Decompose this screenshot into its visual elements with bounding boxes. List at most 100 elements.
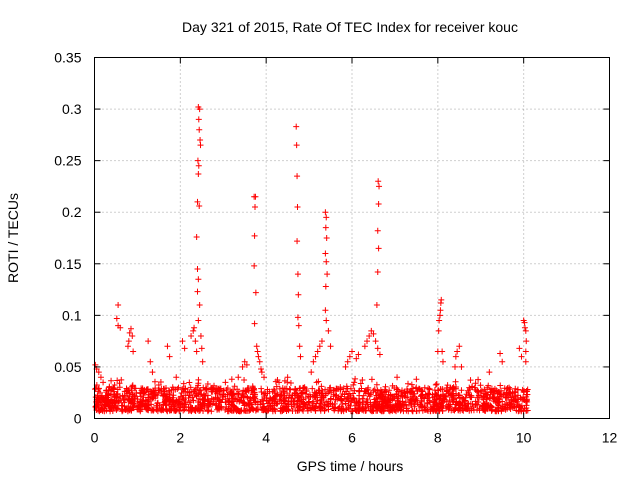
background-point (495, 402, 502, 409)
data-point (373, 302, 380, 309)
background-point (506, 404, 513, 411)
data-point (196, 106, 203, 113)
background-point (319, 390, 326, 397)
background-point (198, 405, 205, 412)
x-tick-label: 8 (434, 430, 442, 446)
y-tick-label: 0.15 (54, 256, 81, 272)
background-point (160, 405, 167, 412)
background-point (394, 400, 401, 407)
background-point (367, 403, 374, 410)
background-point (493, 408, 500, 415)
background-point (475, 376, 482, 383)
background-point (185, 407, 192, 414)
background-point (168, 387, 175, 394)
background-point (154, 399, 161, 406)
background-point (208, 388, 215, 395)
background-point (189, 394, 196, 401)
background-point (482, 407, 489, 414)
chart-title: Day 321 of 2015, Rate Of TEC Index for r… (182, 19, 518, 35)
data-point (97, 374, 104, 381)
background-point (196, 387, 203, 394)
background-point (259, 405, 266, 412)
background-point (389, 396, 396, 403)
data-point (318, 338, 325, 345)
background-point (322, 402, 329, 409)
data-point (195, 116, 202, 123)
data-point (439, 358, 446, 365)
background-point (125, 403, 132, 410)
background-point (113, 397, 120, 404)
background-point (118, 376, 125, 383)
background-point (313, 389, 320, 396)
background-point (204, 402, 211, 409)
grid-layer (94, 57, 610, 419)
background-point (373, 381, 380, 388)
data-point (375, 200, 382, 207)
background-point (111, 382, 118, 389)
x-tick-label: 2 (176, 430, 184, 446)
data-point (361, 343, 368, 350)
data-point (436, 317, 443, 324)
data-point (521, 319, 528, 326)
background-point (244, 400, 251, 407)
background-point (382, 400, 389, 407)
background-point (356, 399, 363, 406)
data-point (374, 227, 381, 234)
background-point (169, 384, 176, 391)
background-point (92, 403, 99, 410)
background-point (168, 405, 175, 412)
background-point (514, 386, 521, 393)
background-point (292, 385, 299, 392)
tick-marks (94, 57, 610, 419)
background-point (397, 401, 404, 408)
background-point (270, 386, 277, 393)
background-point (471, 384, 478, 391)
background-point (303, 405, 310, 412)
background-point (412, 394, 419, 401)
data-point (499, 358, 506, 365)
data-point (145, 338, 152, 345)
background-point (346, 391, 353, 398)
background-point (225, 398, 232, 405)
background-point (95, 395, 102, 402)
data-point (349, 348, 355, 355)
background-point (491, 394, 498, 401)
background-point (120, 395, 127, 402)
background-point (455, 406, 462, 413)
background-point (302, 395, 309, 402)
background-point (197, 387, 204, 394)
data-point (127, 325, 134, 332)
data-point (258, 365, 265, 372)
data-point (228, 376, 235, 383)
data-point (323, 235, 330, 241)
background-point (140, 390, 147, 397)
background-point (434, 387, 441, 394)
background-point (376, 391, 383, 398)
background-point (402, 402, 409, 409)
background-point (372, 388, 379, 395)
background-point (523, 407, 530, 414)
background-point (437, 386, 444, 393)
background-point (353, 407, 360, 414)
background-point (281, 377, 288, 384)
data-point (251, 320, 258, 327)
background-point (487, 386, 494, 393)
background-point (136, 406, 143, 413)
data-point (312, 353, 319, 360)
background-point (433, 380, 440, 387)
data-point (192, 338, 199, 345)
data-point (323, 258, 330, 265)
background-point (466, 384, 473, 391)
background-point (166, 390, 173, 397)
background-point (107, 397, 114, 404)
background-point (444, 382, 451, 389)
background-point (333, 385, 340, 392)
background-point (513, 398, 520, 405)
background-point (114, 390, 121, 397)
background-point (252, 399, 259, 406)
background-point (176, 396, 183, 403)
background-point (390, 395, 397, 402)
background-point (436, 407, 443, 414)
background-point (514, 392, 521, 399)
background-point (248, 404, 255, 411)
